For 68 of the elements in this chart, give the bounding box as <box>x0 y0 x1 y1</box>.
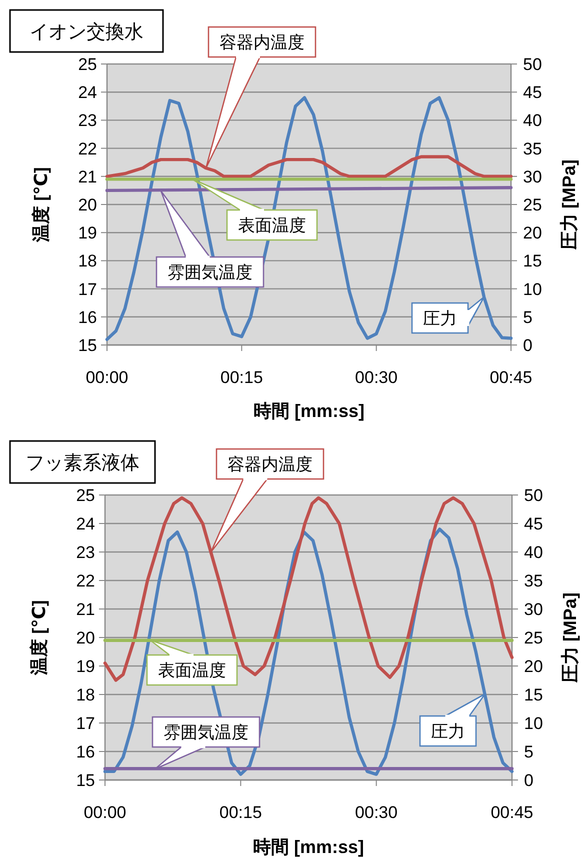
y2-axis-title: 圧力 [MPa] <box>559 160 579 250</box>
chart-title: フッ素系液体 <box>26 452 140 474</box>
y2-tick-label: 50 <box>523 55 542 74</box>
annotation: 表面温度 <box>238 216 306 235</box>
y-tick-label: 21 <box>78 167 97 186</box>
y-tick-label: 18 <box>78 252 97 271</box>
y2-tick-label: 5 <box>523 308 532 327</box>
y-tick-label: 21 <box>76 600 95 619</box>
x-tick-label: 00:30 <box>355 368 398 387</box>
y2-tick-label: 0 <box>524 771 534 790</box>
line-series <box>103 496 514 682</box>
x-tick-label: 00:15 <box>220 368 263 387</box>
annotation: 雰囲気温度 <box>168 263 252 282</box>
y2-tick-label: 15 <box>524 686 543 704</box>
y2-tick-label: 50 <box>524 486 543 505</box>
y-tick-label: 22 <box>76 572 95 590</box>
y-tick-label: 25 <box>78 55 97 74</box>
y-tick-label: 16 <box>76 742 95 762</box>
y-axis-title: 温度 [℃] <box>31 167 51 243</box>
y2-tick-label: 45 <box>524 514 543 534</box>
x-tick-label: 00:15 <box>219 803 262 822</box>
x-tick-label: 00:00 <box>86 368 128 387</box>
line-series <box>105 155 513 178</box>
annotation: 圧力 <box>431 722 465 741</box>
x-tick-label: 00:45 <box>490 368 532 387</box>
y2-tick-label: 0 <box>523 336 532 355</box>
y2-tick-label: 45 <box>523 83 542 102</box>
y-tick-label: 15 <box>78 336 97 355</box>
y-tick-label: 24 <box>76 514 95 534</box>
y-tick-label: 25 <box>76 486 95 505</box>
y2-tick-label: 35 <box>524 572 543 590</box>
annotation: 表面温度 <box>158 661 226 680</box>
y-tick-label: 17 <box>76 714 95 733</box>
y2-tick-label: 5 <box>524 742 534 762</box>
y2-axis-title: 圧力 [MPa] <box>560 592 580 684</box>
y-tick-label: 22 <box>78 139 97 158</box>
y2-tick-label: 10 <box>524 714 543 733</box>
y-tick-label: 15 <box>76 771 95 790</box>
y-tick-label: 17 <box>78 280 97 299</box>
chart-title: イオン交換水 <box>30 21 144 43</box>
y2-tick-label: 30 <box>524 600 543 619</box>
y-tick-label: 24 <box>78 83 97 102</box>
x-axis-title: 時間 [mm:ss] <box>252 837 364 857</box>
x-tick-label: 00:45 <box>490 803 534 822</box>
y2-tick-label: 30 <box>523 167 542 186</box>
y2-tick-label: 20 <box>523 224 542 243</box>
x-axis-title: 時間 [mm:ss] <box>253 401 365 421</box>
y2-tick-label: 40 <box>524 543 543 562</box>
y-tick-label: 23 <box>78 111 97 130</box>
y2-tick-label: 35 <box>523 139 542 158</box>
x-tick-label: 00:30 <box>355 803 398 822</box>
y2-tick-label: 15 <box>523 252 542 271</box>
y-tick-label: 16 <box>78 308 97 327</box>
y2-tick-label: 25 <box>524 628 543 648</box>
annotation: 圧力 <box>423 309 457 328</box>
y2-tick-label: 40 <box>523 111 542 130</box>
y-tick-label: 19 <box>76 657 95 676</box>
y-tick-label: 20 <box>78 196 97 214</box>
y2-tick-label: 25 <box>523 196 542 214</box>
y-tick-label: 19 <box>78 224 97 243</box>
y2-tick-label: 20 <box>524 657 543 676</box>
y-axis-title: 温度 [℃] <box>29 600 49 676</box>
annotation: 雰囲気温度 <box>164 723 248 742</box>
y-tick-label: 20 <box>76 628 95 648</box>
y-tick-label: 18 <box>76 686 95 704</box>
y2-tick-label: 10 <box>523 280 542 299</box>
y-tick-label: 23 <box>76 543 95 562</box>
x-tick-label: 00:00 <box>84 803 126 822</box>
